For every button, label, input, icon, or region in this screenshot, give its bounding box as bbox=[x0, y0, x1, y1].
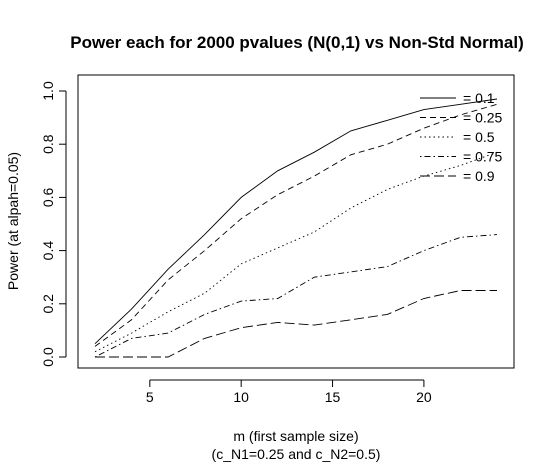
legend-label-0.9: = 0.9 bbox=[463, 168, 495, 184]
x-axis-title: m (first sample size) bbox=[233, 428, 358, 444]
x-tick-label: 10 bbox=[233, 389, 249, 405]
y-tick-label: 0.4 bbox=[40, 241, 56, 261]
y-tick-label: 0.8 bbox=[40, 134, 56, 154]
x-axis-subtitle: (c_N1=0.25 and c_N2=0.5) bbox=[212, 446, 381, 462]
y-tick-label: 0.2 bbox=[40, 294, 56, 314]
series-line-0.75 bbox=[94, 234, 498, 358]
y-axis: 0.0 0.2 0.4 0.6 0.8 1.0 bbox=[40, 81, 67, 367]
x-tick-label: 5 bbox=[146, 389, 154, 405]
chart-title: Power each for 2000 pvalues (N(0,1) vs N… bbox=[70, 33, 523, 52]
series-line-0.9 bbox=[95, 290, 497, 358]
y-tick-label: 0.0 bbox=[40, 347, 56, 367]
legend-label-0.75: = 0.75 bbox=[463, 149, 503, 165]
x-axis: 5 10 15 20 bbox=[146, 379, 432, 405]
series-line-0.25 bbox=[94, 103, 498, 347]
x-tick-label: 15 bbox=[325, 389, 341, 405]
x-tick-label: 20 bbox=[416, 389, 432, 405]
y-tick-label: 1.0 bbox=[40, 81, 56, 101]
plot-frame bbox=[77, 74, 515, 369]
legend-label-0.1: = 0.1 bbox=[463, 90, 495, 106]
series-line-0.5 bbox=[94, 151, 498, 353]
series-line-0.1 bbox=[94, 98, 498, 345]
legend: = 0.1 = 0.25 = 0.5 = 0.75 = 0.9 bbox=[420, 90, 503, 184]
legend-label-0.5: = 0.5 bbox=[463, 129, 495, 145]
series-layer bbox=[94, 98, 498, 358]
y-axis-title: Power (at alpah=0.05) bbox=[5, 152, 21, 290]
y-tick-label: 0.6 bbox=[40, 187, 56, 207]
legend-label-0.25: = 0.25 bbox=[463, 110, 503, 126]
